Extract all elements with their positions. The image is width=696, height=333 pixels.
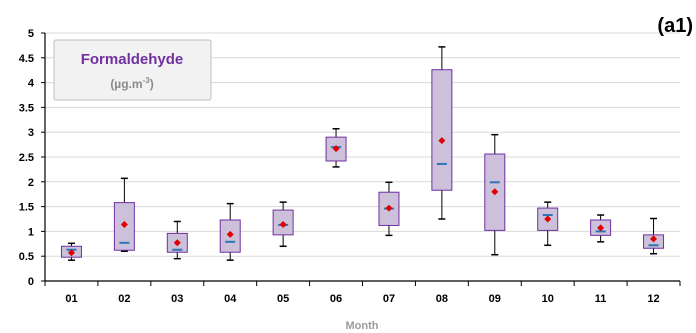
x-tick-label: 11 xyxy=(595,293,607,305)
y-tick-label: 0 xyxy=(28,276,34,288)
x-tick-label: 02 xyxy=(118,293,130,305)
box-month-11 xyxy=(590,214,612,243)
box-month-07 xyxy=(378,181,400,237)
mean-marker xyxy=(491,188,499,196)
y-tick-label: 2 xyxy=(28,177,34,189)
legend-unit: (µg.m-3) xyxy=(110,76,153,91)
x-tick-label: 06 xyxy=(330,293,342,305)
box-month-08 xyxy=(431,46,453,220)
y-tick-label: 4 xyxy=(28,78,35,90)
y-tick-label: 1 xyxy=(28,226,34,238)
y-tick-label: 5 xyxy=(28,28,34,40)
box-month-05 xyxy=(272,201,294,248)
x-tick-label: 05 xyxy=(277,293,289,305)
mean-marker xyxy=(120,220,128,228)
y-tick-label: 3 xyxy=(28,127,34,139)
box-month-03 xyxy=(166,220,188,260)
x-tick-label: 08 xyxy=(436,293,448,305)
panel-label: (a1) xyxy=(657,15,693,37)
legend-title: Formaldehyde xyxy=(81,51,184,68)
legend-box: Formaldehyde (µg.m-3) xyxy=(53,39,212,101)
x-tick-label: 01 xyxy=(65,293,77,305)
mean-marker xyxy=(279,220,287,228)
x-tick-label: 12 xyxy=(647,293,659,305)
x-tick-label: 03 xyxy=(171,293,183,305)
x-axis-title: Month xyxy=(346,320,379,332)
box-month-12 xyxy=(643,217,665,255)
legend-unit-suffix: ) xyxy=(150,77,154,91)
mean-marker xyxy=(226,230,234,238)
mean-marker xyxy=(597,224,605,232)
x-tick-label: 09 xyxy=(489,293,501,305)
mean-marker xyxy=(650,235,658,243)
box-month-09 xyxy=(484,133,506,256)
mean-marker xyxy=(544,215,552,223)
x-tick-label: 07 xyxy=(383,293,395,305)
legend-unit-prefix: (µg.m xyxy=(110,77,142,91)
axes xyxy=(41,32,681,286)
x-tick-label: 10 xyxy=(542,293,554,305)
y-tick-label: 2.5 xyxy=(19,152,34,164)
boxes xyxy=(60,46,665,261)
y-tick-label: 0.5 xyxy=(19,251,34,263)
legend-frame xyxy=(53,39,212,101)
tick-labels: 0 0.5 1 1.5 2 2.5 3 3.5 4 4.5 5 01 02 03 04 05 06 07 08 09 1… xyxy=(19,28,660,305)
box-month-04 xyxy=(219,202,241,261)
gridlines xyxy=(45,32,680,257)
mean-marker xyxy=(67,249,75,257)
box-month-02 xyxy=(113,177,135,252)
legend-unit-exponent: -3 xyxy=(143,76,151,85)
mean-marker xyxy=(173,239,181,247)
mean-marker xyxy=(438,137,446,145)
box-month-01 xyxy=(60,242,82,261)
mean-marker xyxy=(332,145,340,153)
box-month-06 xyxy=(325,127,347,168)
box-month-10 xyxy=(537,201,559,247)
x-tick-label: 04 xyxy=(224,293,237,305)
y-tick-label: 1.5 xyxy=(19,202,34,214)
y-tick-label: 3.5 xyxy=(19,102,34,114)
y-tick-label: 4.5 xyxy=(19,53,34,65)
mean-marker xyxy=(385,204,393,212)
iqr-box xyxy=(431,69,453,191)
